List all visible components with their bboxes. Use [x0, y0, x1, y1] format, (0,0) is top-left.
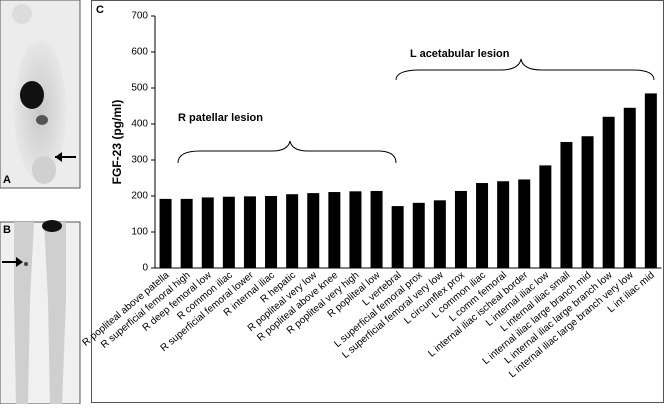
- bar: [391, 206, 404, 268]
- bar: [307, 193, 320, 268]
- bar: [201, 197, 214, 268]
- bar: [644, 93, 657, 269]
- panel-label: B: [3, 224, 11, 236]
- bar: [581, 136, 594, 268]
- bar: [265, 196, 278, 268]
- bar: [370, 190, 383, 268]
- y-axis-label: FGF-23 (pg/ml): [110, 100, 124, 185]
- panel-label: A: [3, 174, 11, 186]
- bar: [222, 196, 235, 268]
- y-tick-label: 400: [131, 119, 148, 130]
- panel-label: C: [96, 4, 104, 16]
- annotation: R patellar lesion: [178, 112, 263, 124]
- y-tick-label: 200: [131, 191, 148, 202]
- bar: [433, 200, 446, 268]
- y-tick-label: 500: [131, 83, 148, 94]
- bar: [243, 196, 256, 268]
- bar: [286, 194, 299, 268]
- bar: [454, 190, 467, 268]
- bar: [518, 179, 531, 268]
- bar: [328, 192, 341, 268]
- bar: [539, 165, 552, 268]
- bar: [412, 202, 425, 268]
- bar: [159, 198, 172, 268]
- panel-a: A: [0, 0, 81, 189]
- bar: [476, 183, 489, 268]
- bar: [560, 142, 573, 268]
- y-tick-label: 100: [131, 227, 148, 238]
- bar: [623, 107, 636, 268]
- y-tick-label: 0: [142, 263, 148, 274]
- bar: [497, 181, 510, 268]
- bar: [349, 191, 362, 268]
- y-tick-label: 700: [131, 11, 148, 22]
- brace: [177, 140, 397, 164]
- bar: [602, 116, 615, 268]
- brace: [395, 58, 655, 81]
- y-tick-label: 600: [131, 47, 148, 58]
- y-tick-label: 300: [131, 155, 148, 166]
- panel-b: B: [0, 220, 81, 405]
- bar: [180, 198, 193, 268]
- annotation: L acetabular lesion: [410, 48, 510, 60]
